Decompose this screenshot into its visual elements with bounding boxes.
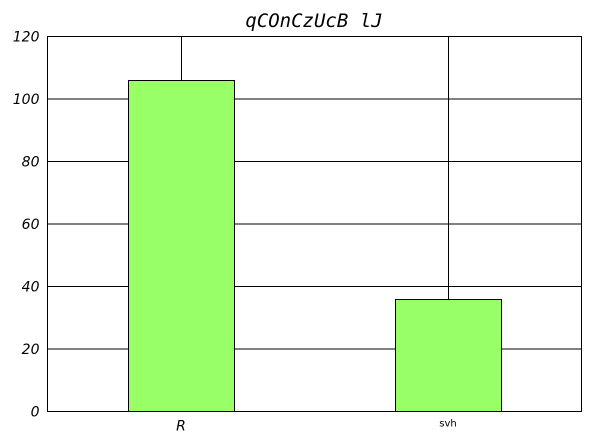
y-tick-label-6: 120 xyxy=(13,30,40,46)
chart-title: qCOnCzUcB lJ xyxy=(245,10,382,32)
bar-1 xyxy=(395,299,502,412)
x-tick-label-0: R xyxy=(176,419,186,435)
plot-area-frame xyxy=(47,36,582,412)
y-tick-label-4: 80 xyxy=(22,155,40,171)
y-tick-label-3: 60 xyxy=(22,217,40,233)
y-tick-label-2: 40 xyxy=(22,280,40,296)
y-tick-label-5: 100 xyxy=(13,92,40,108)
y-axis-tick-labels: 0 20 40 60 80 100 120 xyxy=(13,30,40,421)
x-tick-label-1: svh xyxy=(439,419,456,430)
y-tick-label-0: 0 xyxy=(31,405,40,421)
bars xyxy=(128,80,502,412)
bar-0 xyxy=(128,80,235,412)
y-tick-label-1: 20 xyxy=(22,342,40,358)
